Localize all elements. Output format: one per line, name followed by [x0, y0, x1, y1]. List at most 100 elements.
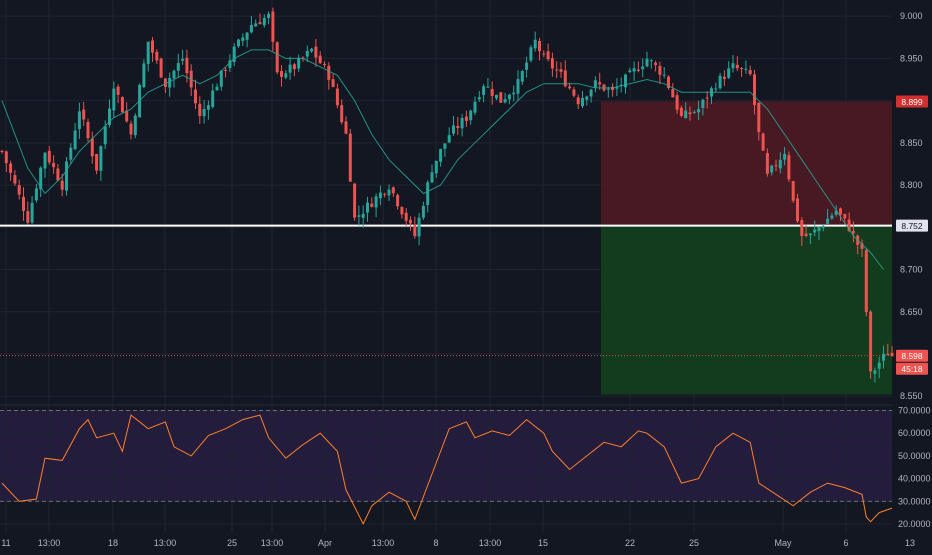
candle-body — [731, 63, 735, 69]
candle-body — [112, 88, 116, 111]
candle-body — [525, 62, 529, 70]
candle-body — [439, 149, 443, 162]
candle-body — [142, 63, 146, 88]
candle-body — [585, 96, 589, 100]
candle-body — [864, 250, 868, 313]
candle-body — [17, 185, 21, 195]
candle-body — [473, 101, 477, 113]
candle-body — [757, 102, 761, 133]
candle-body — [56, 168, 60, 181]
candle-body — [550, 58, 554, 69]
candle-body — [391, 187, 395, 194]
candle-body — [280, 71, 283, 77]
candle-body — [516, 79, 520, 94]
candle-body — [834, 210, 838, 215]
x-tick-label: 13:00 — [154, 538, 177, 548]
x-tick-label: 13:00 — [372, 538, 395, 548]
candle-body — [877, 362, 881, 369]
candle-body — [159, 58, 163, 78]
candle-body — [817, 227, 821, 232]
candle-body — [667, 76, 670, 88]
candle-body — [464, 116, 468, 121]
candle-body — [722, 76, 726, 79]
candle-body — [529, 47, 533, 61]
candle-body — [499, 92, 503, 103]
candle-body — [155, 51, 159, 61]
candle-body — [705, 97, 709, 99]
countdown-label: 45:18 — [901, 364, 923, 374]
candle-body — [241, 37, 245, 41]
candle-body — [727, 68, 731, 78]
candle-body — [267, 13, 271, 18]
candle-body — [714, 88, 718, 90]
candle-body — [679, 107, 683, 116]
candle-body — [555, 69, 559, 71]
candle-body — [292, 64, 296, 70]
candle-body — [830, 215, 834, 219]
candle-body — [804, 233, 808, 236]
candle-body — [95, 153, 99, 171]
candle-body — [593, 80, 597, 88]
candle-body — [598, 82, 602, 85]
candle-body — [237, 39, 240, 47]
candle-body — [662, 74, 666, 76]
candle-body — [99, 146, 103, 171]
candle-body — [374, 196, 378, 208]
candle-body — [340, 105, 344, 123]
x-tick-label: 8 — [433, 538, 438, 548]
x-tick-label: 13:00 — [479, 538, 502, 548]
candle-body — [271, 11, 275, 42]
candle-body — [219, 70, 223, 87]
candle-body — [90, 138, 94, 157]
candle-body — [619, 84, 623, 86]
x-tick-label: 6 — [843, 538, 848, 548]
candle-body — [641, 66, 645, 70]
osc-y-tick: 40.0000 — [898, 474, 931, 484]
osc-y-tick: 50.0000 — [898, 451, 931, 461]
candle-body — [206, 105, 210, 110]
candle-body — [675, 95, 679, 110]
candle-body — [9, 163, 13, 173]
candle-body — [86, 121, 90, 139]
x-tick-label: 11 — [1, 538, 10, 548]
candle-body — [245, 32, 249, 40]
candle-body — [413, 224, 417, 237]
candle-body — [800, 220, 804, 236]
candle-body — [486, 86, 490, 88]
candle-body — [327, 65, 331, 80]
candle-body — [254, 23, 258, 27]
candle-body — [684, 110, 688, 119]
candle-body — [649, 60, 653, 62]
candle-body — [697, 108, 701, 113]
candle-body — [606, 88, 610, 90]
candle-body — [73, 130, 77, 150]
x-tick-label: 13:00 — [38, 538, 61, 548]
candle-body — [77, 111, 81, 130]
candle-body — [869, 311, 873, 372]
candle-body — [542, 53, 546, 55]
candle-body — [215, 86, 219, 91]
x-tick-label: 13:00 — [261, 538, 284, 548]
x-tick-label: 15 — [538, 538, 548, 548]
candle-body — [396, 195, 400, 207]
price-y-tick: 8.850 — [900, 138, 923, 148]
candle-body — [753, 74, 756, 105]
oscillator-line — [1, 414, 893, 526]
last-price-label-bg — [896, 349, 928, 362]
candle-body — [232, 46, 236, 62]
candle-body — [546, 51, 550, 60]
candle-body — [787, 155, 791, 180]
candle-body — [572, 89, 576, 96]
candle-body — [443, 143, 447, 149]
candle-body — [434, 160, 438, 174]
candle-body — [843, 214, 847, 219]
stop-price-label-bg — [896, 95, 928, 108]
candle-body — [108, 108, 111, 125]
candle-body — [886, 353, 890, 356]
candle-body — [783, 153, 787, 160]
candle-body — [770, 165, 774, 173]
osc-y-tick: 70.0000 — [898, 406, 931, 416]
osc-y-tick: 20.0000 — [898, 519, 931, 529]
